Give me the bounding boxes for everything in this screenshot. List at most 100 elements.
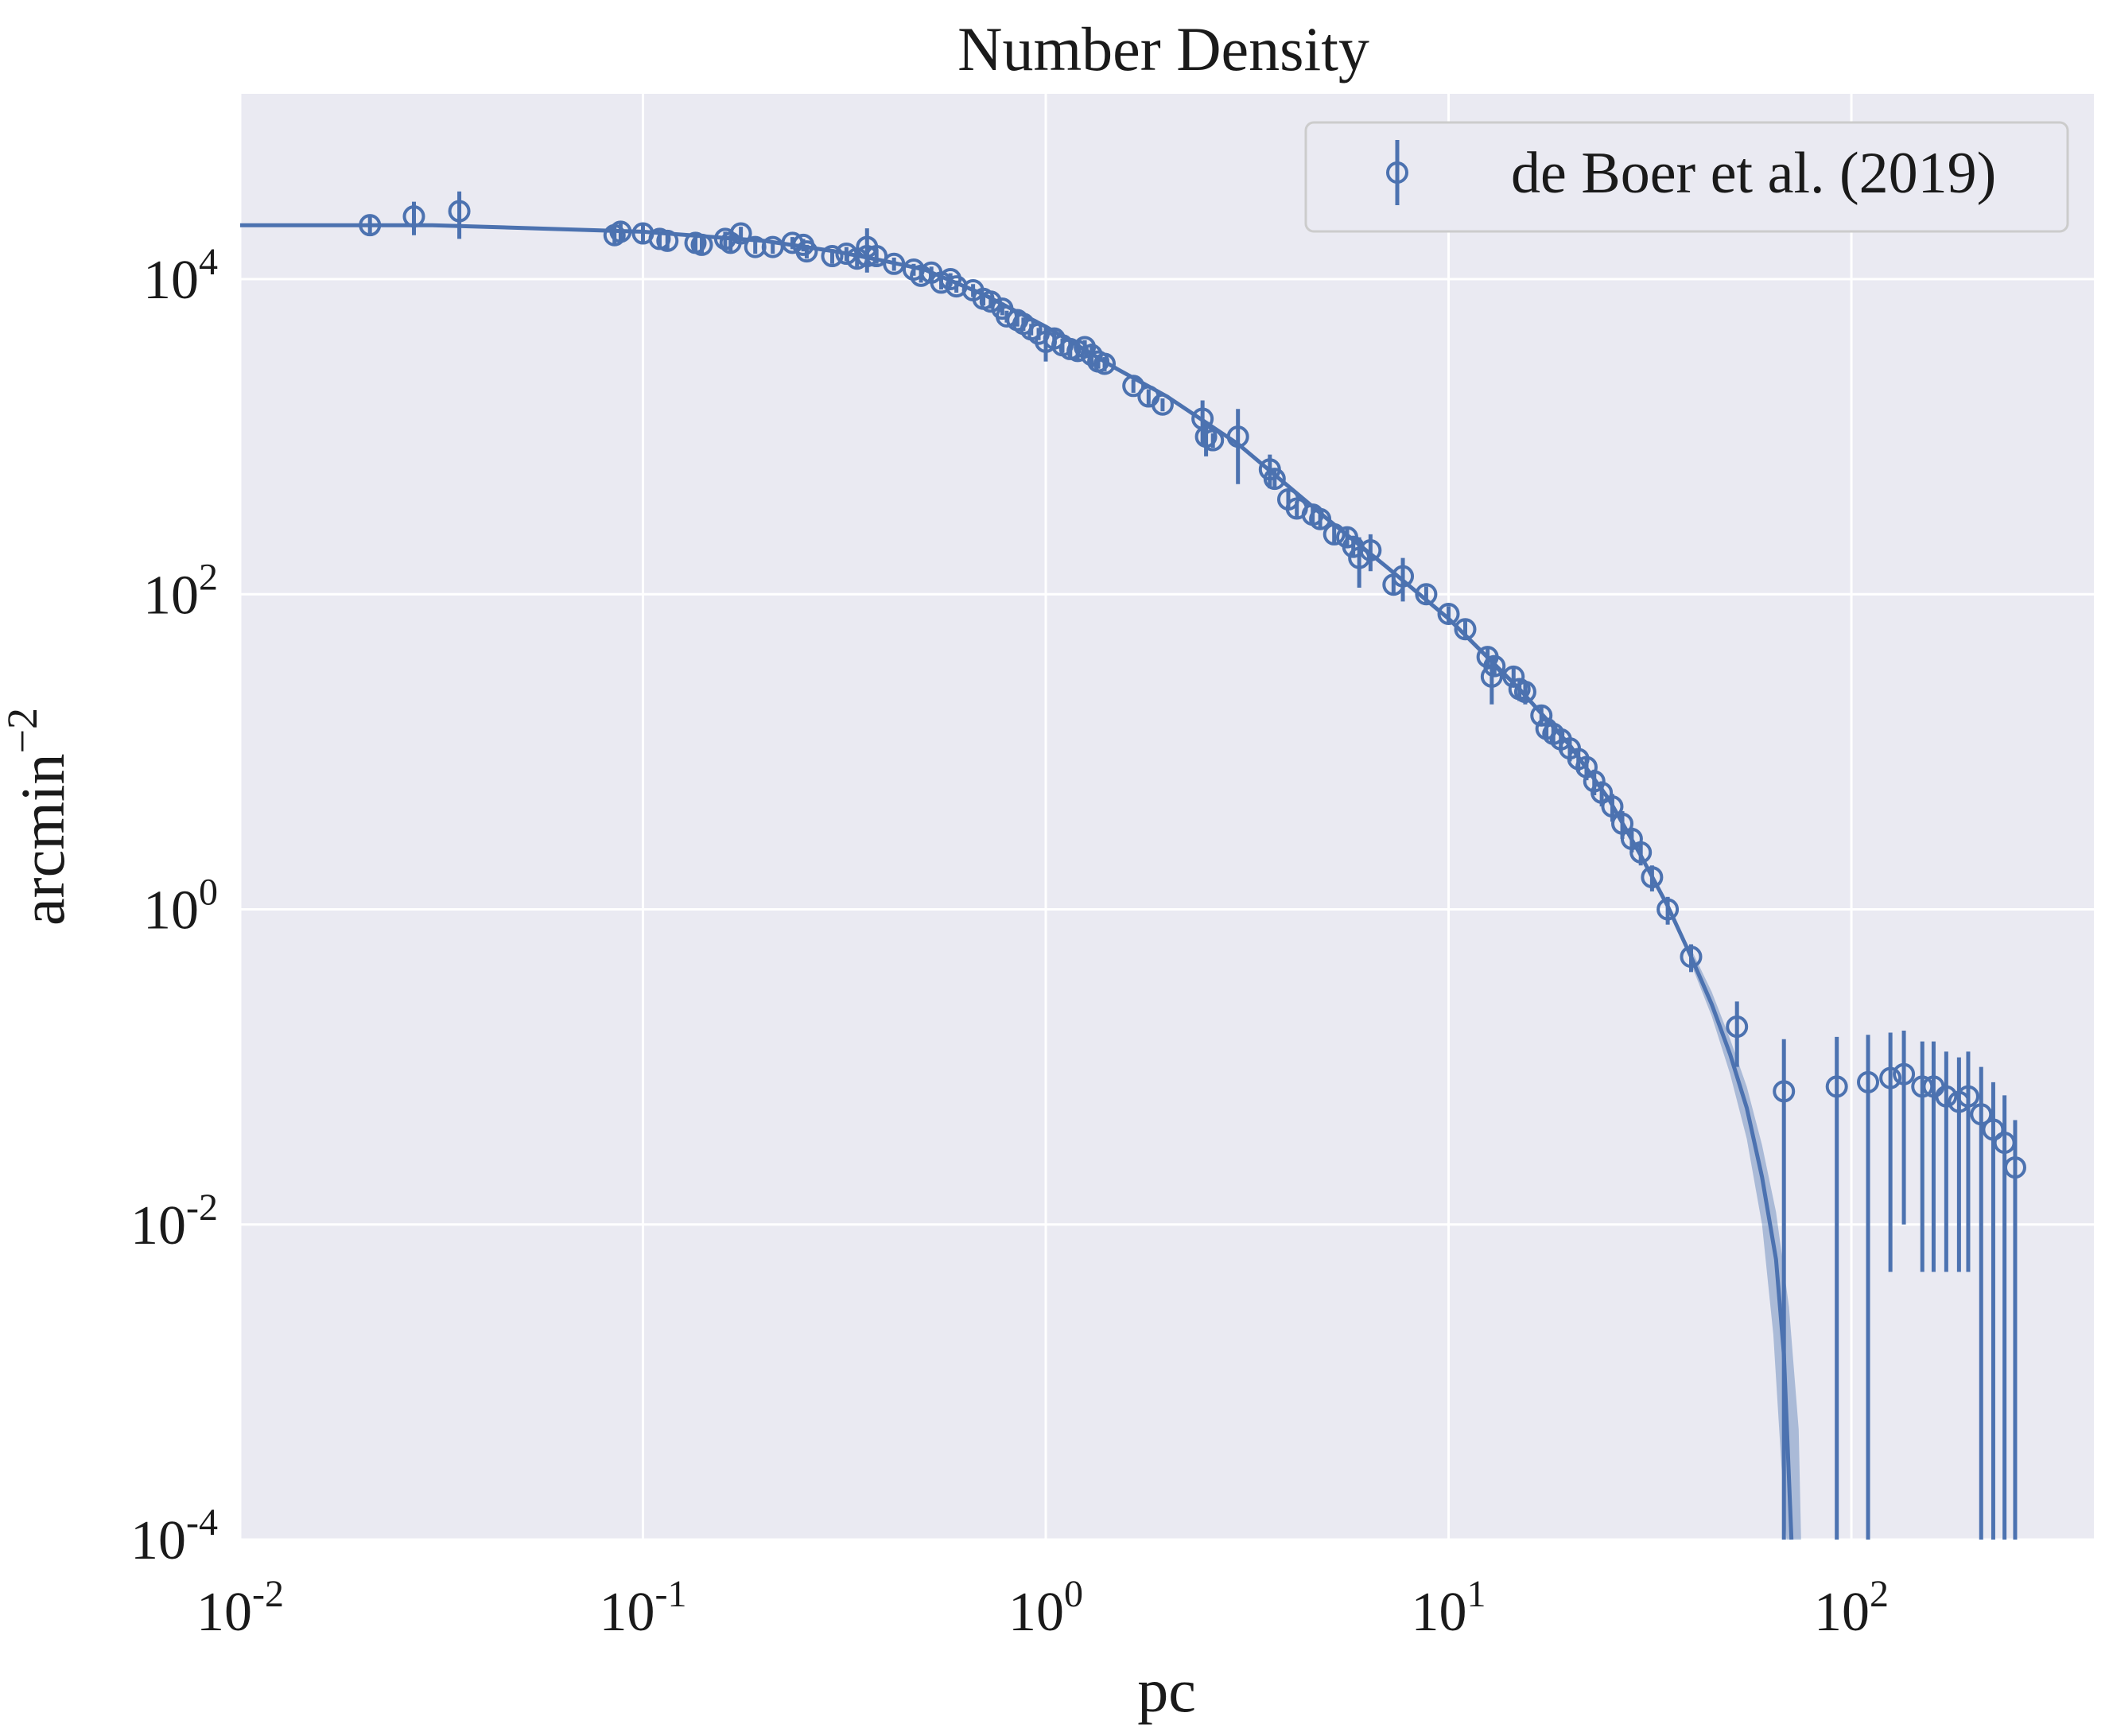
data-marker (1956, 1085, 1979, 1108)
data-marker (359, 214, 382, 237)
data-point (1629, 841, 1653, 866)
x-tick-label: 101 (1412, 1573, 1486, 1643)
x-tick-label: 102 (1814, 1573, 1889, 1643)
legend-label: de Boer et al. (2019) (1511, 141, 1996, 206)
data-marker (1629, 841, 1653, 864)
data-marker (1502, 665, 1525, 688)
data-point (1437, 603, 1460, 626)
data-point (1680, 944, 1703, 973)
data-point (729, 222, 752, 245)
data-point (1480, 657, 1503, 705)
data-marker (979, 290, 1002, 313)
data-point (1454, 618, 1477, 641)
data-marker (1825, 1075, 1848, 1098)
x-tick-labels: 10-2 10-1 100 101 102 (196, 1573, 1889, 1643)
data-point (1657, 896, 1680, 925)
legend-box (1304, 121, 2069, 233)
data-point (1483, 654, 1506, 678)
data-point (1359, 534, 1382, 572)
x-tick-label: 10-1 (600, 1573, 687, 1643)
y-tick-labels: 10-4 10-2 100 102 104 (130, 241, 218, 1571)
x-tick-label: 100 (1008, 1573, 1083, 1643)
data-point (1601, 794, 1624, 822)
data-marker (2003, 1156, 2026, 1179)
y-tick-label: 10-2 (130, 1186, 218, 1256)
data-point (656, 229, 679, 252)
data-marker (1680, 946, 1703, 969)
data-marker (1641, 866, 1664, 889)
data-marker (656, 229, 679, 252)
y-axis-label-exponent: −2 (0, 708, 46, 753)
x-tick-label: 10-2 (196, 1573, 284, 1643)
data-point (1893, 1030, 1916, 1225)
data-point (1093, 352, 1117, 375)
data-marker (1879, 1066, 1902, 1089)
data-point (1857, 1035, 1880, 1540)
data-point (883, 252, 906, 275)
data-point (821, 245, 844, 268)
data-point (1879, 1032, 1902, 1272)
data-point (448, 191, 471, 239)
data-point (1263, 468, 1286, 491)
data-marker (1583, 770, 1606, 793)
legend-marker-icon (1386, 161, 1408, 184)
data-marker (1773, 1080, 1796, 1103)
data-point (1773, 1039, 1796, 1540)
data-point (1151, 393, 1174, 416)
data-point (1202, 429, 1225, 452)
data-point (1122, 375, 1145, 398)
data-marker (1601, 795, 1624, 818)
data-marker (883, 252, 906, 275)
data-point (1583, 769, 1606, 796)
svg-text:arcmin−2: arcmin−2 (0, 708, 77, 926)
data-marker (1415, 583, 1438, 606)
data-point (1935, 1051, 1958, 1272)
data-marker (690, 233, 713, 256)
data-marker (1454, 618, 1477, 641)
data-marker (1657, 898, 1680, 921)
data-marker (1202, 429, 1225, 452)
data-point (1392, 557, 1415, 602)
data-point (1956, 1051, 1979, 1272)
data-marker (1480, 665, 1503, 688)
legend: de Boer et al. (2019) (1304, 121, 2069, 233)
data-point (2003, 1120, 2026, 1540)
data-marker (1151, 393, 1174, 416)
data-point (609, 220, 632, 243)
data-marker (1263, 468, 1286, 491)
data-marker (1935, 1085, 1958, 1108)
data-point (1513, 681, 1536, 705)
y-axis-label: arcmin−2 (0, 708, 77, 926)
data-point (690, 233, 713, 256)
data-point (1309, 507, 1332, 530)
data-marker (1893, 1062, 1916, 1085)
data-point (1590, 781, 1614, 807)
plot-area (240, 94, 2094, 1540)
data-marker (1513, 681, 1536, 704)
y-tick-label: 102 (143, 556, 218, 626)
data-marker (1322, 522, 1346, 546)
data-point (1530, 704, 1553, 727)
y-tick-label: 100 (143, 872, 218, 942)
data-marker (1530, 704, 1553, 727)
data-marker (1309, 507, 1332, 530)
data-marker (1392, 565, 1415, 588)
y-tick-label: 10-4 (130, 1501, 218, 1571)
y-axis-label-base: arcmin (8, 753, 77, 926)
data-marker (1437, 603, 1460, 626)
data-marker (1483, 654, 1506, 678)
x-axis-label: pc (1137, 1656, 1196, 1725)
y-tick-label: 104 (143, 241, 218, 311)
data-point (1970, 1066, 1993, 1540)
data-point (359, 214, 382, 237)
data-point (795, 240, 818, 263)
chart-title: Number Density (957, 14, 1369, 83)
data-marker (1726, 1016, 1749, 1039)
data-point (1641, 865, 1664, 891)
data-point (402, 201, 425, 235)
data-points (359, 191, 2026, 1540)
data-point (1322, 522, 1346, 546)
data-marker (402, 205, 425, 228)
data-marker (448, 200, 471, 223)
